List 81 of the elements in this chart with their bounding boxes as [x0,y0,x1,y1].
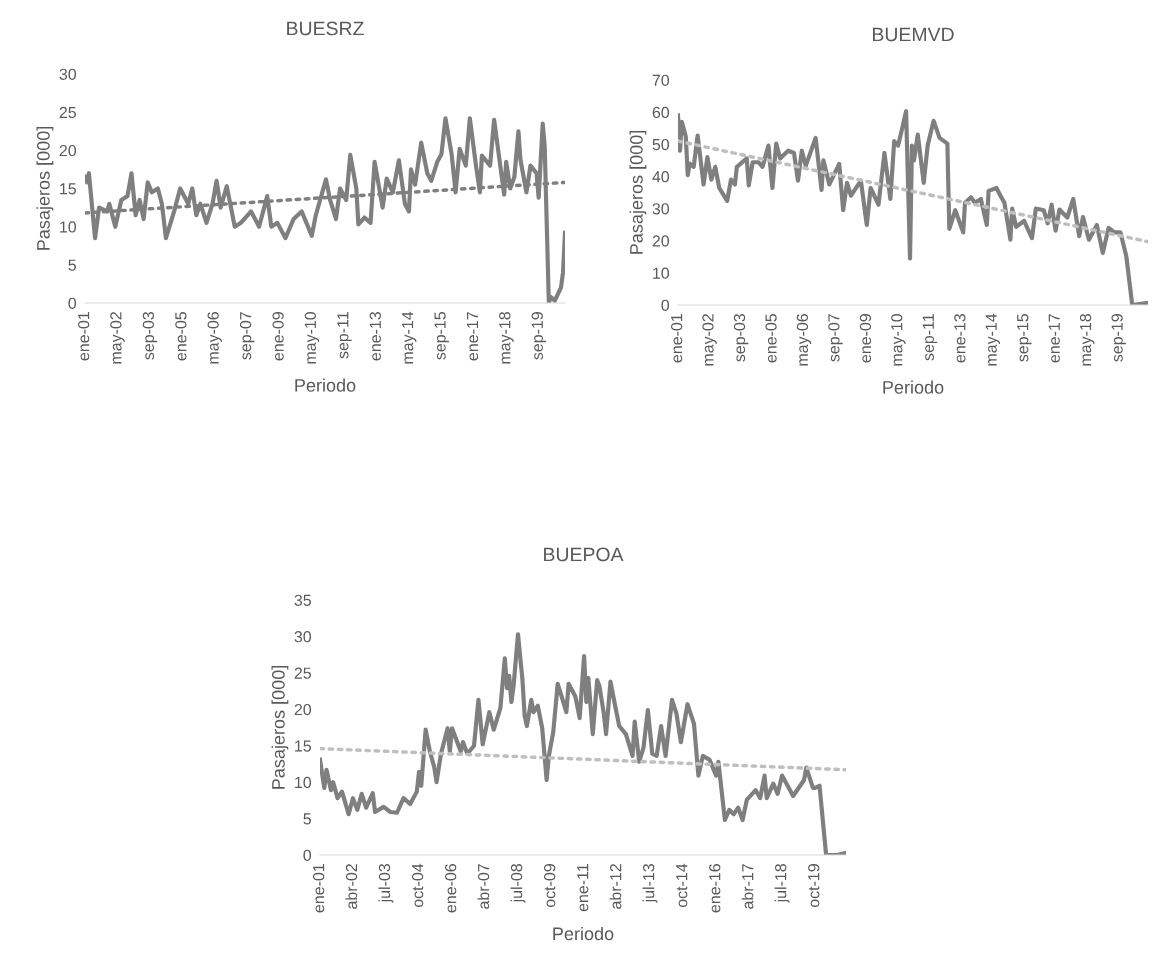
x-tick-label: may-06 [796,314,812,366]
x-tick-label: ene-13 [954,314,966,363]
x-tick-label: jul-08 [510,864,526,903]
y-tick-label: 10 [653,267,670,279]
line-series [678,109,1148,305]
x-tick-label: ene-09 [859,314,872,363]
x-tick-label: ene-17 [1048,314,1060,363]
x-tick-label: may-02 [110,312,125,364]
x-tick-label: sep-07 [239,312,255,360]
x-tick-label: oct-09 [544,864,556,908]
y-tick-label: 35 [294,594,311,606]
y-tick-label: 60 [652,106,670,119]
y-axis-title: Pasajeros [000] [629,131,647,254]
x-tick-label: sep-15 [434,312,449,360]
x-tick-label: sep-11 [337,312,352,359]
x-tick-label: ene-01 [77,312,90,361]
x-tick-label: sep-11 [922,314,938,361]
line-series [320,632,846,855]
x-axis-title: Periodo [883,380,944,394]
x-tick-label: ene-13 [369,312,381,361]
y-tick-label: 20 [652,235,670,247]
x-tick-label: ene-06 [445,864,457,913]
x-tick-label: may-14 [985,313,1000,366]
y-tick-label: 10 [295,776,312,789]
x-tick-label: abr-07 [477,864,490,909]
x-tick-label: jul-03 [378,864,394,903]
x-tick-label: may-06 [207,312,222,364]
x-tick-label: sep-07 [828,314,843,362]
chart-title: BUESRZ [287,21,364,36]
x-tick-label: may-10 [304,311,320,364]
y-tick-label: 10 [60,221,77,233]
x-tick-label: sep-15 [1017,314,1032,362]
y-tick-label: 0 [68,297,77,309]
x-tick-label: sep-19 [531,312,547,360]
x-tick-label: oct-04 [411,863,424,908]
y-tick-label: 15 [60,183,76,195]
y-tick-label: 30 [294,631,312,643]
x-tick-label: may-18 [1079,314,1095,366]
x-tick-label: ene-11 [577,864,589,912]
y-tick-label: 15 [295,740,311,752]
y-tick-label: 50 [652,138,670,151]
y-tick-label: 25 [59,106,76,119]
y-tick-label: 30 [652,203,670,215]
x-tick-label: sep-19 [1111,314,1126,362]
x-tick-label: ene-01 [670,314,683,363]
x-tick-label: abr-12 [609,864,622,909]
x-tick-label: ene-17 [467,312,479,361]
x-tick-label: may-18 [499,312,514,364]
y-tick-label: 70 [652,74,670,86]
y-tick-label: 25 [294,667,311,679]
x-tick-label: abr-17 [741,864,754,909]
x-tick-label: oct-19 [808,864,820,908]
chart-title: BUEMVD [873,27,954,42]
x-tick-label: may-10 [891,313,906,366]
y-tick-label: 5 [68,259,76,271]
x-tick-label: abr-02 [345,864,358,909]
y-axis-title: Pasajeros [000] [36,127,54,250]
y-tick-label: 5 [303,813,311,825]
x-tick-label: sep-03 [733,314,749,362]
x-tick-label: ene-05 [765,314,777,363]
y-tick-label: 0 [303,849,312,861]
x-tick-label: sep-03 [142,312,158,360]
y-tick-label: 0 [661,299,670,311]
line-series [85,116,565,303]
x-tick-label: ene-09 [272,312,284,361]
chart-title: BUEPOA [544,547,624,562]
y-tick-label: 30 [59,68,77,80]
x-tick-label: ene-05 [175,312,187,361]
x-tick-label: ene-16 [709,864,721,913]
x-tick-label: oct-14 [676,863,688,908]
y-tick-label: 20 [294,703,312,716]
x-tick-label: jul-18 [774,864,790,903]
x-tick-label: jul-13 [642,864,658,903]
y-tick-label: 40 [652,171,670,183]
x-axis-title: Periodo [295,378,356,392]
x-axis-title: Periodo [553,926,614,941]
y-axis-title: Pasajeros [000] [271,666,289,789]
y-tick-label: 20 [59,144,77,157]
x-tick-label: may-02 [702,314,717,366]
x-tick-label: may-14 [402,311,417,364]
x-tick-label: ene-01 [312,864,325,913]
